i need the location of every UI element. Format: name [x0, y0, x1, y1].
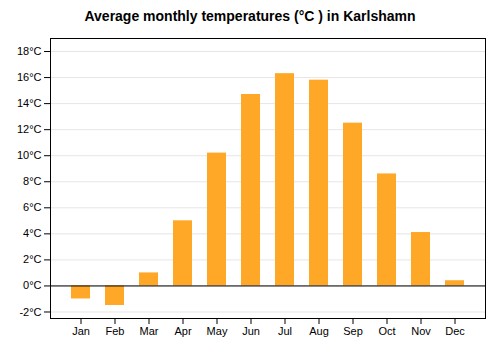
svg-text:8°C: 8°C: [23, 175, 42, 187]
svg-text:18°C: 18°C: [17, 45, 42, 57]
svg-text:4°C: 4°C: [23, 227, 42, 239]
svg-text:16°C: 16°C: [17, 71, 42, 83]
svg-text:0°C: 0°C: [23, 279, 42, 291]
svg-text:Feb: Feb: [106, 325, 125, 337]
svg-text:12°C: 12°C: [17, 123, 42, 135]
svg-text:2°C: 2°C: [23, 253, 42, 265]
svg-text:10°C: 10°C: [17, 149, 42, 161]
svg-text:Mar: Mar: [140, 325, 159, 337]
svg-text:Jan: Jan: [72, 325, 90, 337]
svg-text:Apr: Apr: [174, 325, 191, 337]
svg-text:Nov: Nov: [411, 325, 431, 337]
svg-text:May: May: [207, 325, 228, 337]
svg-text:Jun: Jun: [242, 325, 260, 337]
svg-text:Dec: Dec: [445, 325, 465, 337]
svg-text:Oct: Oct: [378, 325, 395, 337]
svg-text:Sep: Sep: [343, 325, 363, 337]
svg-text:14°C: 14°C: [17, 97, 42, 109]
svg-text:-2°C: -2°C: [19, 306, 41, 318]
svg-text:Jul: Jul: [278, 325, 292, 337]
svg-text:Aug: Aug: [309, 325, 329, 337]
html-text:Average monthly temperatures (: Average monthly temperatures (°C ) in Ka…: [84, 8, 416, 24]
svg-text:6°C: 6°C: [23, 201, 42, 213]
